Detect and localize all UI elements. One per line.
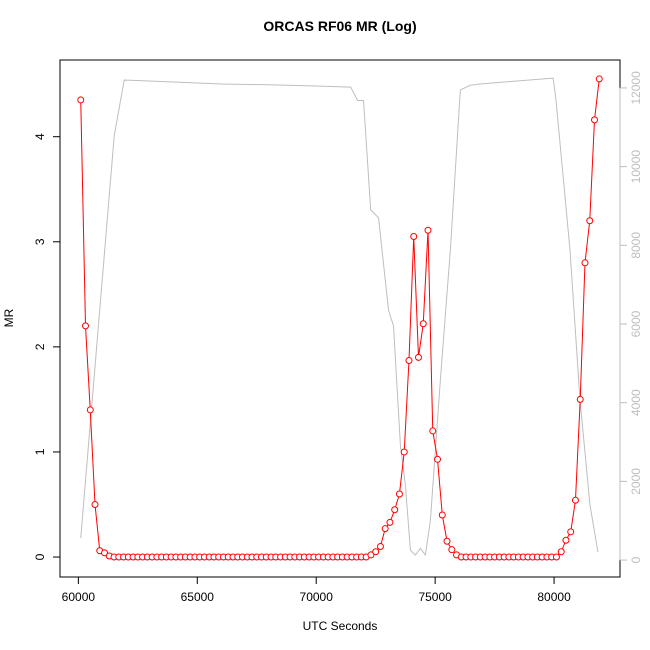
y2-tick-label: 12000 [629,71,643,105]
chart-title: ORCAS RF06 MR (Log) [263,18,416,34]
x-tick-label: 80000 [537,590,571,604]
point [448,546,456,554]
x-tick-label: 70000 [300,590,334,604]
point [576,395,584,403]
y-axis-label: MR [2,308,16,327]
x-tick-label: 65000 [181,590,215,604]
y2-tick-label: 0 [629,556,643,563]
y2-tick-label: 4000 [629,389,643,416]
x-axis-label: UTC Seconds [303,619,378,633]
point [443,537,451,545]
point [429,427,437,435]
plot-box [59,59,621,578]
point [395,490,403,498]
point [391,506,399,514]
point [91,500,99,508]
point [586,217,594,225]
y2-tick-label: 2000 [629,468,643,495]
series-line [80,77,599,557]
y-tick-label: 1 [33,448,47,455]
point [552,553,560,561]
y2-tick-label: 10000 [629,150,643,184]
point [581,259,589,267]
point [381,525,389,533]
point [414,353,422,361]
y2-tick-label: 8000 [629,232,643,259]
point [591,116,599,124]
point [400,448,408,456]
point [434,455,442,463]
point [595,75,603,83]
x-tick-label: 75000 [418,590,452,604]
x-tick-label: 60000 [62,590,96,604]
y2-tick-label: 6000 [629,310,643,337]
point [424,226,432,234]
point [81,322,89,330]
y-tick-label: 3 [33,238,47,245]
point [571,496,579,504]
point [410,233,418,241]
point [557,548,565,556]
point [101,549,109,557]
point [86,406,94,414]
point [405,357,413,365]
point [567,528,575,536]
y-tick-label: 4 [33,133,47,140]
series-line [80,78,600,558]
point [562,536,570,544]
point [419,320,427,328]
point [376,543,384,551]
point [372,548,380,556]
y-tick-label: 2 [33,343,47,350]
point [367,551,375,559]
point [386,518,394,526]
point [77,96,85,104]
y-tick-label: 0 [33,553,47,560]
point [438,511,446,519]
